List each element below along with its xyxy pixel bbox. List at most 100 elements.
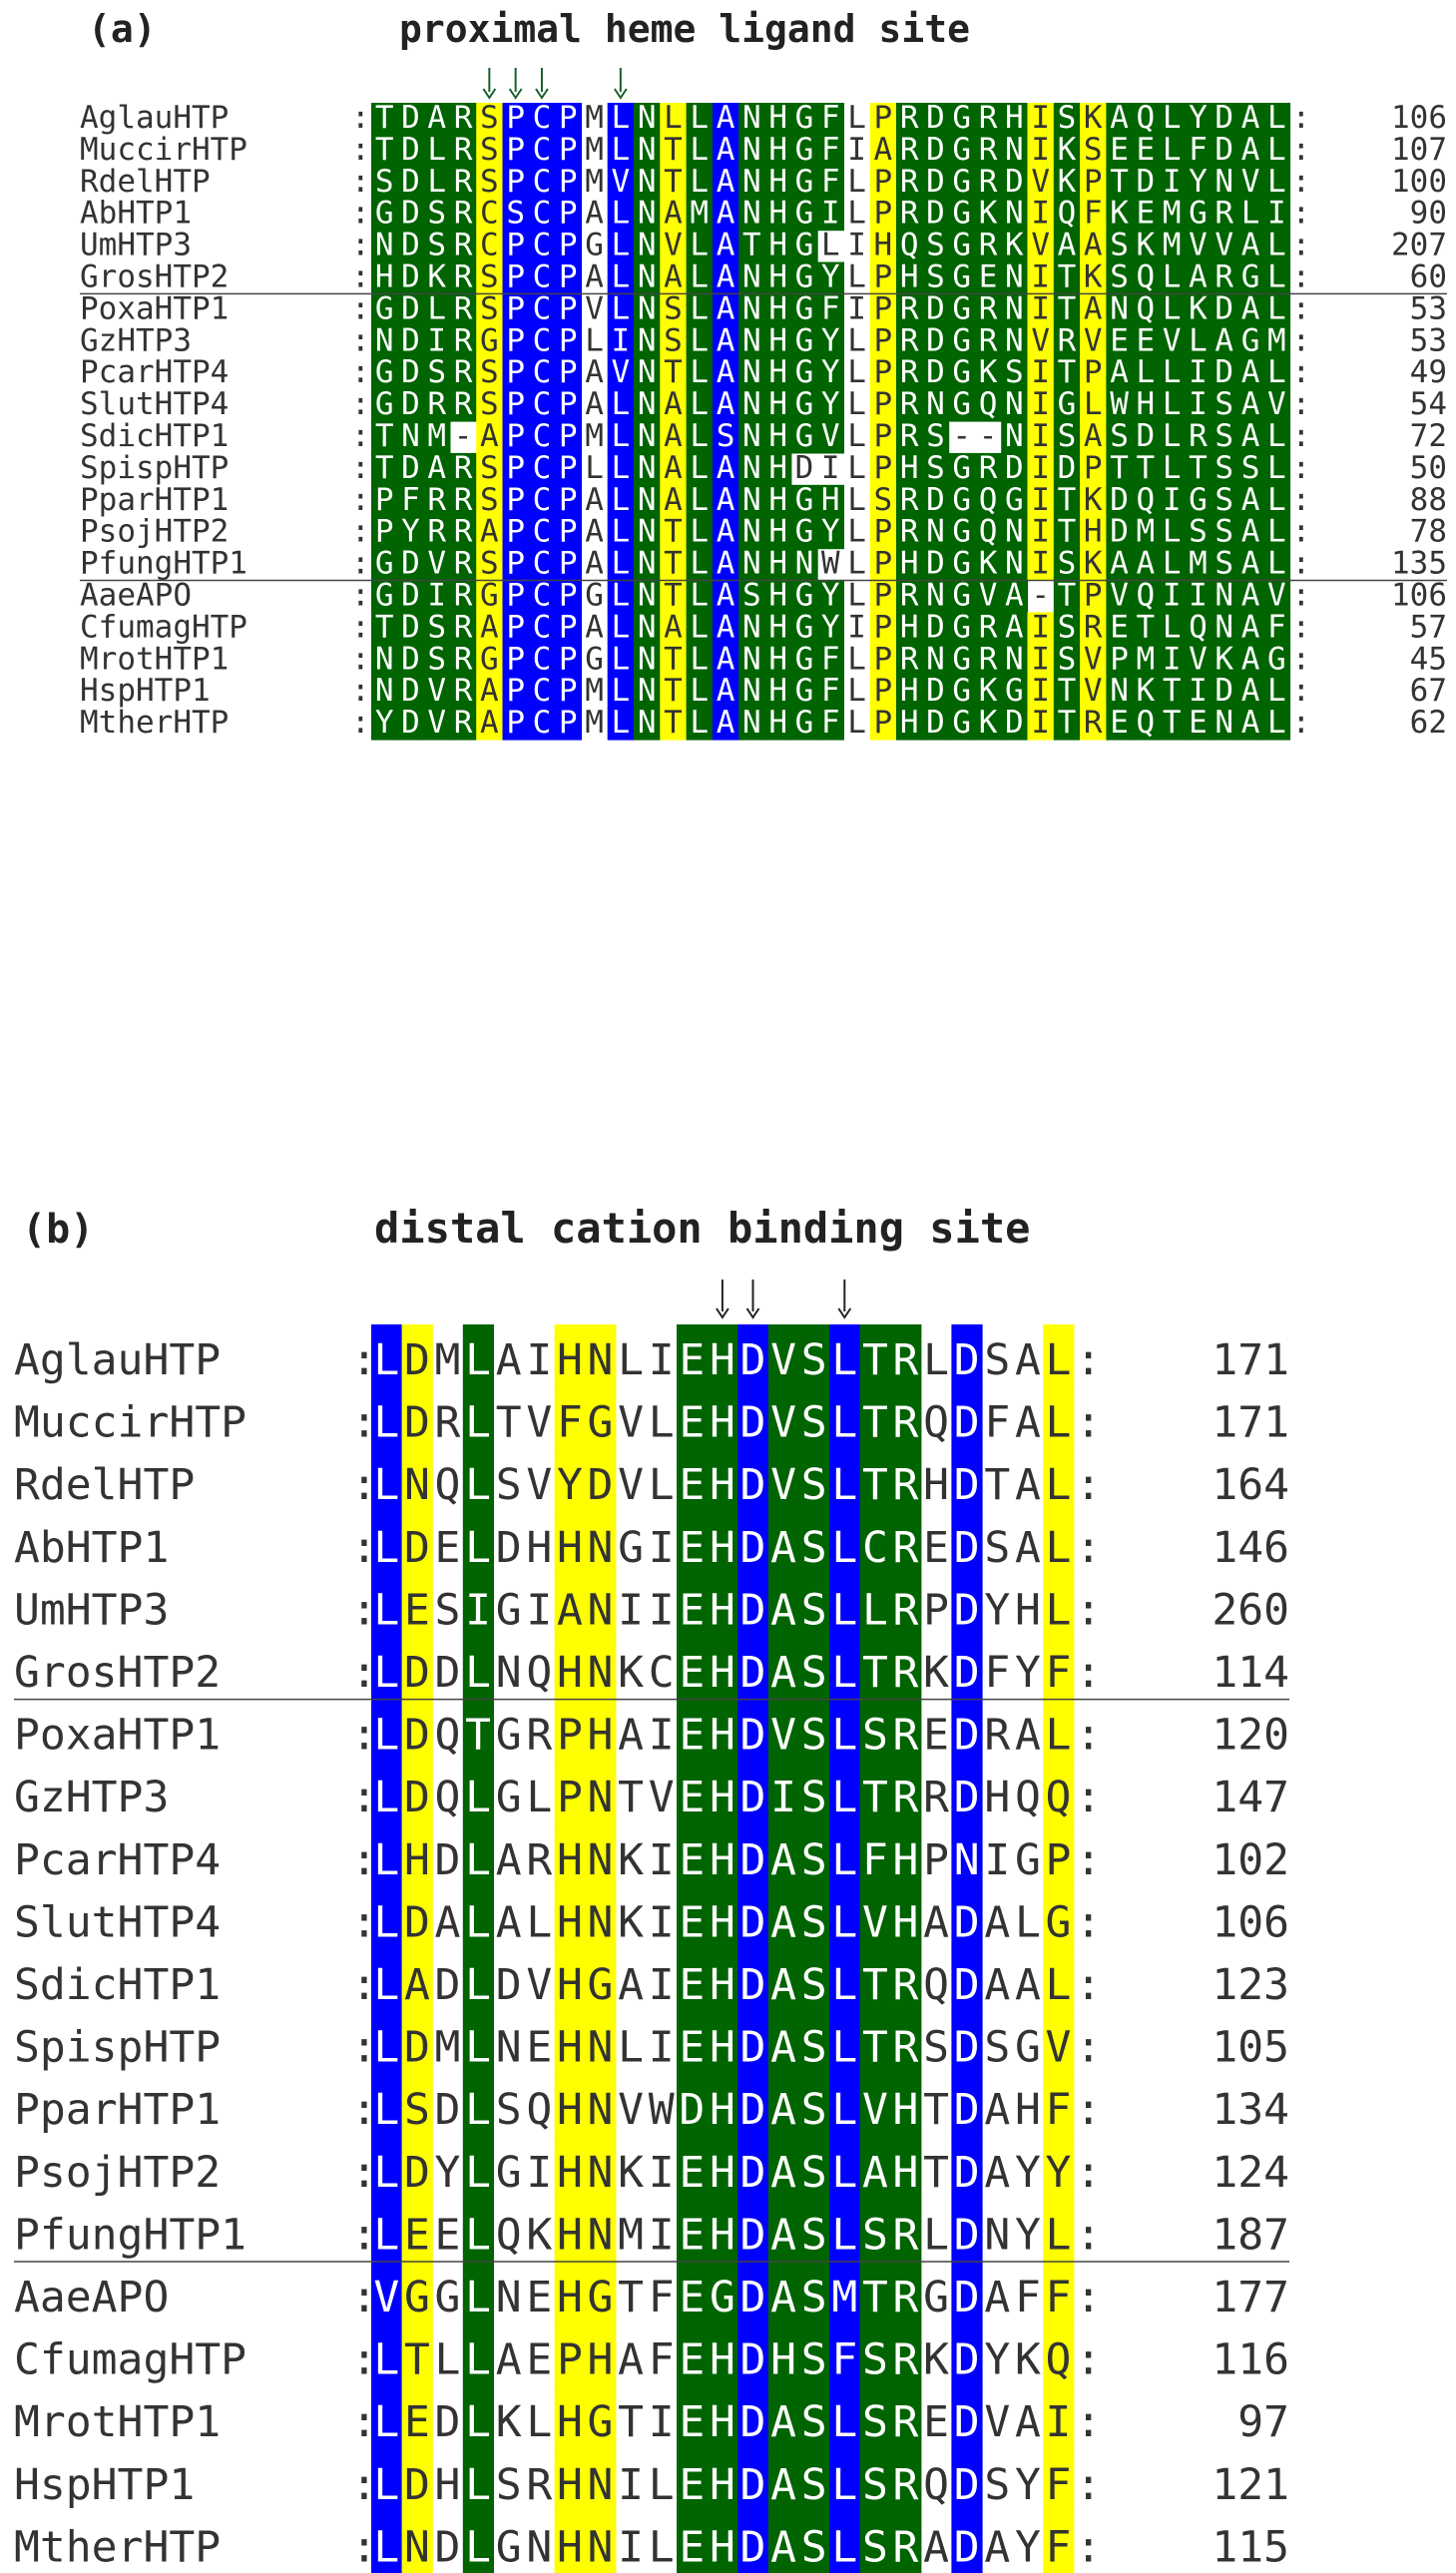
residue: L — [373, 2023, 399, 2073]
residue: N — [795, 546, 814, 582]
residue: F — [401, 482, 420, 518]
residue: L — [690, 290, 709, 326]
residue: S — [984, 1523, 1010, 1573]
residue: T — [618, 2273, 644, 2322]
residue-shading — [660, 484, 688, 518]
residue-shading — [764, 452, 792, 486]
residue: S — [664, 322, 683, 358]
colon-separator: : — [1076, 1897, 1102, 1947]
residue: L — [690, 322, 709, 358]
sequence-name: HspHTP1 — [14, 2460, 195, 2510]
residue-shading — [555, 452, 582, 486]
residue-shading — [634, 198, 661, 232]
residue-shading — [1236, 166, 1264, 200]
residue-shading — [817, 612, 844, 645]
residue-shading — [660, 676, 688, 709]
residue-shading — [764, 230, 792, 263]
residue-shading — [449, 516, 477, 550]
residue-shading — [764, 389, 792, 422]
residue: G — [952, 322, 971, 358]
residue-shading — [1027, 166, 1055, 200]
colon-separator: : — [1292, 609, 1311, 645]
residue: M — [1137, 641, 1156, 677]
residue: E — [679, 1773, 705, 1822]
residue-shading — [449, 230, 477, 263]
residue: D — [740, 2210, 766, 2260]
residue: D — [1214, 100, 1233, 136]
residue-shading — [1080, 516, 1107, 550]
residue: G — [710, 2273, 735, 2322]
residue: S — [801, 1711, 827, 1761]
residue: L — [465, 2023, 491, 2073]
residue: D — [401, 546, 420, 582]
residue: D — [740, 1835, 766, 1885]
residue-shading — [1001, 357, 1029, 390]
residue-shading — [707, 1762, 738, 1825]
residue-shading — [738, 452, 766, 486]
residue-shading — [1132, 134, 1160, 168]
residue-shading — [1159, 612, 1186, 645]
residue-shading — [686, 548, 714, 582]
residue-shading — [476, 516, 504, 550]
residue: L — [690, 386, 709, 422]
residue: N — [588, 2085, 614, 2135]
residue: V — [1031, 228, 1050, 263]
residue: L — [465, 2210, 491, 2260]
residue-shading — [423, 389, 451, 422]
sequence-name: SlutHTP4 — [80, 386, 229, 422]
residue: G — [480, 578, 499, 614]
residue: G — [585, 578, 604, 614]
residue: F — [1267, 609, 1286, 645]
residue: H — [710, 2023, 735, 2073]
residue: F — [821, 705, 840, 741]
residue: E — [679, 1960, 705, 2010]
residue: P — [559, 641, 578, 677]
residue: N — [1005, 386, 1024, 422]
residue-shading — [371, 676, 398, 709]
residue: L — [465, 1773, 491, 1822]
residue-shading — [1053, 708, 1081, 741]
residue: H — [710, 1648, 735, 1698]
residue-shading — [1132, 516, 1160, 550]
residue: L — [465, 2085, 491, 2135]
residue: L — [585, 450, 604, 486]
residue: A — [1015, 2397, 1041, 2447]
residue-shading — [528, 580, 556, 613]
residue: S — [801, 2085, 827, 2135]
residue-shading — [817, 293, 844, 326]
residue: L — [373, 2085, 399, 2135]
residue: L — [1267, 290, 1286, 326]
residue: S — [923, 2023, 949, 2073]
residue: N — [1005, 418, 1024, 454]
residue: P — [506, 322, 525, 358]
residue-shading — [1211, 644, 1238, 677]
residue-shading — [1027, 452, 1055, 486]
residue: A — [1241, 482, 1260, 518]
residue: K — [979, 354, 998, 390]
residue: D — [435, 2397, 461, 2447]
residue: D — [401, 609, 420, 645]
residue-shading — [951, 1637, 983, 1701]
residue-shading — [607, 103, 635, 136]
residue-shading — [859, 1324, 891, 1388]
residue: P — [506, 228, 525, 263]
residue: Y — [557, 1460, 583, 1510]
residue: H — [710, 1711, 735, 1761]
residue: H — [1015, 2085, 1041, 2135]
residue: S — [480, 482, 499, 518]
residue: Y — [375, 705, 394, 741]
residue: G — [923, 2273, 949, 2322]
residue: A — [480, 418, 499, 454]
residue: S — [1110, 259, 1129, 295]
residue: H — [588, 1711, 614, 1761]
residue: L — [831, 2148, 857, 2198]
residue-shading — [922, 548, 950, 582]
residue-shading — [423, 421, 451, 454]
residue: K — [618, 1897, 644, 1947]
residue: H — [710, 1773, 735, 1822]
residue-shading — [1211, 516, 1238, 550]
residue: P — [559, 673, 578, 709]
residue-shading — [738, 261, 766, 294]
residue: C — [533, 641, 552, 677]
residue-shading — [397, 293, 425, 326]
